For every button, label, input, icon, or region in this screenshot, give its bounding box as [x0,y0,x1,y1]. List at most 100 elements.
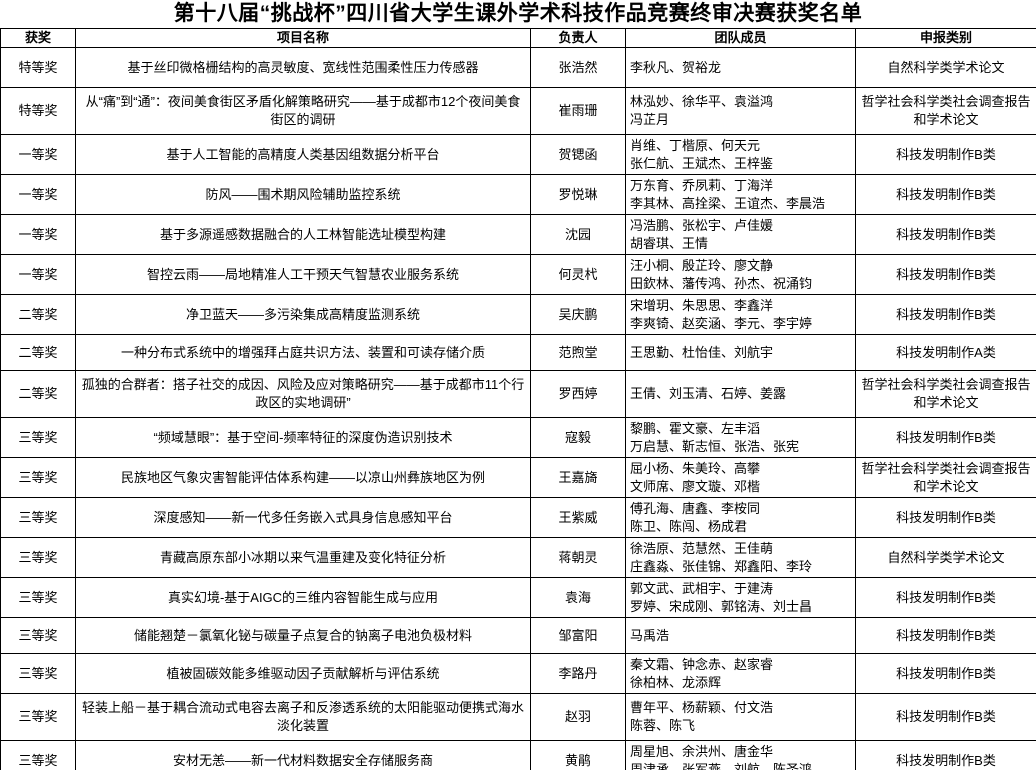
team-cell: 万东育、乔夙莉、丁海洋 李其林、高拴梁、王谊杰、李晨浩 [625,174,856,216]
team-cell: 王思勤、杜怡佳、刘航宇 [625,334,856,372]
team-cell: 黎鹏、霍文豪、左丰滔 万启慧、靳志恒、张浩、张宪 [625,417,856,459]
team-cell: 郭文武、武相宇、于建涛 罗婷、宋成刚、郭铭涛、刘士昌 [625,577,856,619]
category-cell: 自然科学类学术论文 [855,47,1036,89]
project-cell: 一种分布式系统中的增强拜占庭共识方法、装置和可读存储介质 [75,334,531,372]
leader-cell: 李路丹 [530,653,626,695]
category-cell: 科技发明制作A类 [855,334,1036,372]
leader-cell: 吴庆鹏 [530,294,626,336]
table-row: 三等奖 民族地区气象灾害智能评估体系构建——以凉山州彝族地区为例 王嘉旖 屈小杨… [0,457,1036,499]
table-row: 三等奖 “频域慧眼”：基于空间-频率特征的深度伪造识别技术 寇毅 黎鹏、霍文豪、… [0,417,1036,459]
category-cell: 自然科学类学术论文 [855,537,1036,579]
table-row: 三等奖 深度感知——新一代多任务嵌入式具身信息感知平台 王紫威 傅孔海、唐鑫、李… [0,497,1036,539]
table-row: 三等奖 青藏高原东部小冰期以来气温重建及变化特征分析 蒋朝灵 徐浩原、范慧然、王… [0,537,1036,579]
project-cell: 孤独的合群者：搭子社交的成因、风险及应对策略研究——基于成都市11个行政区的实地… [75,370,531,419]
award-cell: 特等奖 [0,87,76,136]
table-row: 特等奖 基于丝印微格栅结构的高灵敏度、宽线性范围柔性压力传感器 张浩然 李秋凡、… [0,47,1036,89]
project-cell: 基于多源遥感数据融合的人工林智能选址模型构建 [75,214,531,256]
column-header-award: 获奖 [0,27,76,49]
category-cell: 哲学社会科学类社会调查报告和学术论文 [855,87,1036,136]
award-cell: 二等奖 [0,294,76,336]
award-cell: 三等奖 [0,693,76,742]
table-row: 三等奖 储能翘楚－氯氧化铋与碳量子点复合的钠离子电池负极材料 邹富阳 马禹浩 科… [0,617,1036,655]
team-cell: 曹年平、杨薪颖、付文浩 陈蓉、陈飞 [625,693,856,742]
table-row: 三等奖 真实幻境-基于AIGC的三维内容智能生成与应用 袁海 郭文武、武相宇、于… [0,577,1036,619]
team-cell: 傅孔海、唐鑫、李桉同 陈卫、陈闯、杨成君 [625,497,856,539]
project-cell: 深度感知——新一代多任务嵌入式具身信息感知平台 [75,497,531,539]
project-cell: 基于人工智能的高精度人类基因组数据分析平台 [75,134,531,176]
project-cell: 安材无恙——新一代材料数据安全存储服务商 [75,740,531,770]
column-header-team: 团队成员 [625,27,856,49]
team-cell: 徐浩原、范慧然、王佳萌 庄鑫淼、张佳锦、郑鑫阳、李玲 [625,537,856,579]
category-cell: 科技发明制作B类 [855,653,1036,695]
leader-cell: 贺锶函 [530,134,626,176]
category-cell: 科技发明制作B类 [855,693,1036,742]
team-cell: 肖维、丁楷原、何天元 张仁航、王斌杰、王梓鉴 [625,134,856,176]
leader-cell: 张浩然 [530,47,626,89]
leader-cell: 赵羽 [530,693,626,742]
award-cell: 三等奖 [0,457,76,499]
team-cell: 林泓妙、徐华平、袁溢鸿 冯芷月 [625,87,856,136]
award-cell: 三等奖 [0,653,76,695]
category-cell: 科技发明制作B类 [855,577,1036,619]
table-row: 一等奖 基于人工智能的高精度人类基因组数据分析平台 贺锶函 肖维、丁楷原、何天元… [0,134,1036,176]
award-table: 获奖 项目名称 负责人 团队成员 申报类别 特等奖 基于丝印微格栅结构的高灵敏度… [0,27,1036,770]
table-row: 二等奖 孤独的合群者：搭子社交的成因、风险及应对策略研究——基于成都市11个行政… [0,370,1036,419]
project-cell: 从“痛”到“通”：夜间美食街区矛盾化解策略研究——基于成都市12个夜间美食街区的… [75,87,531,136]
leader-cell: 黄鹃 [530,740,626,770]
project-cell: 净卫蓝天——多污染集成高精度监测系统 [75,294,531,336]
project-cell: 智控云雨——局地精准人工干预天气智慧农业服务系统 [75,254,531,296]
table-row: 三等奖 轻装上船－基于耦合流动式电容去离子和反渗透系统的太阳能驱动便携式海水淡化… [0,693,1036,742]
award-cell: 三等奖 [0,417,76,459]
column-header-leader: 负责人 [530,27,626,49]
award-cell: 一等奖 [0,134,76,176]
award-cell: 三等奖 [0,577,76,619]
table-row: 三等奖 安材无恙——新一代材料数据安全存储服务商 黄鹃 周星旭、余洪州、唐金华 … [0,740,1036,770]
team-cell: 周星旭、余洪州、唐金华 周津承、张军燕、刘航、陈圣鸿 [625,740,856,770]
leader-cell: 范煦堂 [530,334,626,372]
column-header-project: 项目名称 [75,27,531,49]
table-row: 一等奖 防风——围术期风险辅助监控系统 罗悦琳 万东育、乔夙莉、丁海洋 李其林、… [0,174,1036,216]
team-cell: 冯浩鹏、张松宇、卢佳媛 胡睿琪、王情 [625,214,856,256]
award-cell: 三等奖 [0,537,76,579]
award-cell: 一等奖 [0,174,76,216]
leader-cell: 邹富阳 [530,617,626,655]
table-row: 一等奖 基于多源遥感数据融合的人工林智能选址模型构建 沈园 冯浩鹏、张松宇、卢佳… [0,214,1036,256]
table-row: 二等奖 一种分布式系统中的增强拜占庭共识方法、装置和可读存储介质 范煦堂 王思勤… [0,334,1036,372]
category-cell: 科技发明制作B类 [855,134,1036,176]
category-cell: 科技发明制作B类 [855,740,1036,770]
leader-cell: 王嘉旖 [530,457,626,499]
header-row: 获奖 项目名称 负责人 团队成员 申报类别 [0,27,1036,49]
category-cell: 科技发明制作B类 [855,497,1036,539]
leader-cell: 何灵杙 [530,254,626,296]
leader-cell: 袁海 [530,577,626,619]
category-cell: 科技发明制作B类 [855,254,1036,296]
column-header-category: 申报类别 [855,27,1036,49]
category-cell: 科技发明制作B类 [855,617,1036,655]
table-row: 二等奖 净卫蓝天——多污染集成高精度监测系统 吴庆鹏 宋增玥、朱思思、李鑫洋 李… [0,294,1036,336]
award-cell: 特等奖 [0,47,76,89]
team-cell: 马禹浩 [625,617,856,655]
award-cell: 三等奖 [0,740,76,770]
category-cell: 哲学社会科学类社会调查报告和学术论文 [855,457,1036,499]
category-cell: 科技发明制作B类 [855,294,1036,336]
table-row: 一等奖 智控云雨——局地精准人工干预天气智慧农业服务系统 何灵杙 汪小桐、殷芷玲… [0,254,1036,296]
team-cell: 屈小杨、朱美玲、高攀 文师席、廖文璇、邓楷 [625,457,856,499]
team-cell: 宋增玥、朱思思、李鑫洋 李爽锜、赵奕涵、李元、李宇婷 [625,294,856,336]
project-cell: 防风——围术期风险辅助监控系统 [75,174,531,216]
award-cell: 二等奖 [0,334,76,372]
award-cell: 一等奖 [0,254,76,296]
project-cell: 轻装上船－基于耦合流动式电容去离子和反渗透系统的太阳能驱动便携式海水淡化装置 [75,693,531,742]
award-cell: 一等奖 [0,214,76,256]
award-cell: 三等奖 [0,617,76,655]
award-cell: 三等奖 [0,497,76,539]
leader-cell: 蒋朝灵 [530,537,626,579]
leader-cell: 罗西婷 [530,370,626,419]
leader-cell: 王紫威 [530,497,626,539]
table-row: 特等奖 从“痛”到“通”：夜间美食街区矛盾化解策略研究——基于成都市12个夜间美… [0,87,1036,136]
project-cell: 民族地区气象灾害智能评估体系构建——以凉山州彝族地区为例 [75,457,531,499]
leader-cell: 崔雨珊 [530,87,626,136]
leader-cell: 寇毅 [530,417,626,459]
leader-cell: 罗悦琳 [530,174,626,216]
team-cell: 李秋凡、贺裕龙 [625,47,856,89]
